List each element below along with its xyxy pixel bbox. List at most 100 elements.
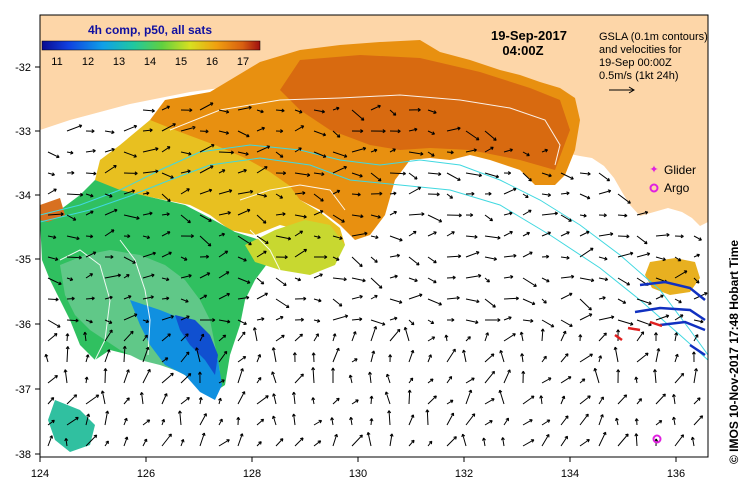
velocity-arrow — [123, 256, 136, 264]
velocity-arrow — [484, 256, 498, 261]
velocity-arrow — [161, 433, 172, 447]
velocity-arrow — [446, 126, 461, 132]
velocity-arrow — [332, 165, 348, 174]
velocity-arrow — [541, 231, 551, 237]
velocity-arrow — [47, 319, 61, 328]
velocity-arrow — [370, 350, 376, 363]
velocity-arrow — [351, 146, 367, 153]
velocity-arrow — [598, 414, 604, 426]
velocity-arrow — [180, 234, 194, 239]
velocity-arrow — [142, 191, 150, 196]
velocity-arrow — [522, 419, 533, 426]
velocity-arrow — [446, 375, 453, 384]
velocity-arrow — [388, 354, 393, 363]
velocity-arrow — [674, 332, 679, 342]
velocity-arrow — [142, 169, 159, 174]
velocity-arrow — [47, 435, 53, 447]
velocity-arrow — [653, 369, 657, 384]
velocity-arrow — [462, 349, 467, 363]
velocity-arrow — [123, 124, 138, 132]
velocity-arrow — [66, 255, 82, 260]
velocity-arrow — [104, 165, 117, 174]
velocity-arrow — [313, 333, 319, 342]
velocity-arrow — [389, 129, 401, 134]
velocity-arrow — [294, 172, 311, 177]
velocity-arrow — [655, 314, 670, 321]
velocity-arrow — [161, 212, 170, 217]
velocity-arrow — [522, 193, 529, 198]
velocity-arrow — [655, 393, 666, 405]
velocity-arrow — [237, 356, 247, 363]
velocity-arrow — [275, 334, 285, 342]
velocity-arrow — [100, 390, 106, 405]
velocity-arrow — [427, 172, 442, 176]
velocity-arrow — [256, 145, 271, 153]
velocity-arrow — [503, 253, 517, 258]
velocity-arrow — [408, 212, 425, 217]
x-tick-label: 128 — [243, 468, 261, 480]
velocity-arrow — [617, 193, 631, 204]
velocity-arrow — [522, 439, 535, 447]
velocity-arrow — [161, 296, 170, 301]
velocity-arrow — [560, 172, 574, 180]
velocity-arrow — [598, 355, 603, 363]
velocity-arrow — [85, 251, 97, 258]
velocity-arrow — [655, 348, 661, 363]
velocity-arrow — [579, 213, 587, 218]
velocity-arrow — [123, 171, 138, 176]
velocity-arrow — [294, 125, 305, 132]
argo-float-marker — [652, 434, 662, 444]
colorbar-tick: 15 — [175, 56, 187, 68]
colorbar-title: 4h comp, p50, all sats — [88, 23, 212, 37]
velocity-arrow — [104, 229, 115, 237]
velocity-arrow — [85, 319, 93, 324]
velocity-arrow — [370, 214, 381, 219]
velocity-arrow — [180, 108, 193, 113]
velocity-arrow — [161, 231, 171, 237]
velocity-arrow — [465, 413, 476, 426]
velocity-arrow — [199, 165, 214, 174]
copyright-label: © IMOS 10-Nov-2017 17:48 Hobart Time — [727, 240, 741, 464]
velocity-arrow — [579, 171, 591, 176]
velocity-arrow — [332, 235, 343, 240]
velocity-arrow — [256, 109, 264, 114]
velocity-arrow — [199, 188, 213, 195]
velocity-arrow — [560, 376, 572, 384]
velocity-arrow — [256, 292, 269, 300]
velocity-arrow — [66, 394, 78, 405]
velocity-arrow — [674, 314, 684, 321]
velocity-arrow — [541, 355, 547, 363]
velocity-arrow — [522, 231, 531, 237]
velocity-arrow — [598, 315, 615, 321]
velocity-arrow — [389, 298, 403, 304]
velocity-arrow — [522, 277, 537, 287]
velocity-arrow — [292, 352, 297, 363]
velocity-arrow — [314, 255, 328, 260]
velocity-arrow — [66, 296, 75, 301]
velocity-arrow — [294, 147, 302, 153]
velocity-arrow — [655, 256, 666, 262]
velocity-arrow — [408, 151, 424, 156]
velocity-arrow — [330, 417, 334, 426]
velocity-arrow — [313, 193, 324, 202]
velocity-arrow — [693, 415, 704, 426]
velocity-arrow — [275, 315, 284, 321]
velocity-arrow — [161, 357, 169, 363]
velocity-arrow — [465, 213, 474, 218]
velocity-arrow — [272, 415, 277, 426]
velocity-arrow — [598, 232, 614, 237]
velocity-arrow — [294, 296, 307, 301]
velocity-arrow — [237, 319, 247, 325]
velocity-arrow — [275, 108, 285, 113]
velocity-arrow — [616, 329, 621, 342]
velocity-arrow — [332, 214, 345, 223]
velocity-arrow — [613, 346, 619, 363]
velocity-arrow — [370, 172, 382, 182]
velocity-arrow — [484, 353, 495, 363]
velocity-arrow — [256, 354, 262, 363]
velocity-arrow — [47, 419, 55, 426]
velocity-arrow — [465, 377, 475, 384]
velocity-arrow — [47, 235, 57, 240]
velocity-arrow — [446, 436, 457, 447]
velocity-arrow — [66, 416, 79, 426]
